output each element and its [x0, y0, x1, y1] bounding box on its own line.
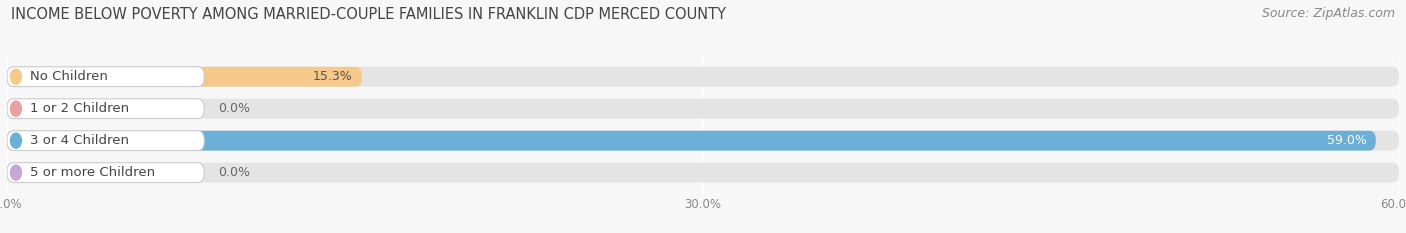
FancyBboxPatch shape — [7, 163, 1399, 182]
FancyBboxPatch shape — [7, 131, 204, 151]
FancyBboxPatch shape — [7, 99, 204, 119]
Text: 0.0%: 0.0% — [218, 102, 250, 115]
FancyBboxPatch shape — [7, 131, 1399, 151]
FancyBboxPatch shape — [7, 67, 1399, 87]
Text: 0.0%: 0.0% — [218, 166, 250, 179]
Circle shape — [10, 165, 21, 180]
Text: 59.0%: 59.0% — [1327, 134, 1367, 147]
FancyBboxPatch shape — [7, 131, 1375, 151]
Circle shape — [10, 133, 21, 148]
Text: 15.3%: 15.3% — [314, 70, 353, 83]
Text: INCOME BELOW POVERTY AMONG MARRIED-COUPLE FAMILIES IN FRANKLIN CDP MERCED COUNTY: INCOME BELOW POVERTY AMONG MARRIED-COUPL… — [11, 7, 727, 22]
FancyBboxPatch shape — [7, 99, 1399, 119]
Text: 3 or 4 Children: 3 or 4 Children — [30, 134, 128, 147]
Text: 5 or more Children: 5 or more Children — [30, 166, 155, 179]
FancyBboxPatch shape — [7, 67, 204, 87]
Text: Source: ZipAtlas.com: Source: ZipAtlas.com — [1261, 7, 1395, 20]
FancyBboxPatch shape — [7, 163, 204, 182]
Circle shape — [10, 69, 21, 84]
Text: 1 or 2 Children: 1 or 2 Children — [30, 102, 129, 115]
Text: No Children: No Children — [30, 70, 107, 83]
FancyBboxPatch shape — [7, 67, 361, 87]
Circle shape — [10, 101, 21, 116]
